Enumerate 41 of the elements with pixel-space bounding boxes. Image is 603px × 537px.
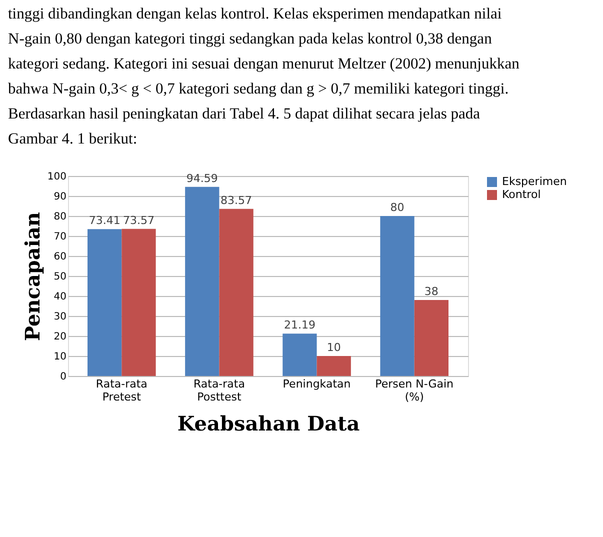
y-tick-label: 20 — [54, 332, 66, 342]
data-label: 73.41 — [88, 214, 120, 228]
text: Gambar 4. 1 berikut: — [8, 130, 138, 148]
y-tick-label: 90 — [54, 192, 66, 202]
text: kategori sedang. Kategori ini sesuai dengan menurut Meltzer (2002) menunjukkan — [8, 56, 520, 72]
x-tick-label: Persen N-Gain (%) — [375, 378, 454, 404]
legend-label: Eksperimen — [502, 175, 567, 188]
text: N-gain 0,80 dengan kategori tinggi sedangkan pada kelas kontrol 0,38 dengan — [8, 30, 492, 48]
y-axis-title: Pencapaian — [20, 212, 44, 341]
legend-label: Kontrol — [502, 188, 541, 201]
text: tinggi dibandingkan dengan kelas kontrol. Kelas eksperimen mendapatkan nilai — [8, 6, 502, 22]
bar — [122, 228, 156, 376]
x-tick-label: Rata-rata Pretest — [96, 378, 148, 404]
x-tick-label: Peningkatan — [282, 378, 351, 390]
bar — [414, 300, 448, 376]
bar — [316, 356, 351, 376]
y-tick-label: 80 — [54, 212, 66, 222]
y-tick-label: 10 — [54, 352, 66, 362]
x-axis-title: Keabsahan Data — [177, 412, 360, 436]
text: Berdasarkan hasil peningkatan dari Tabel 4. 5 dapat dilihat secara jelas pada — [8, 106, 480, 122]
data-label: 94.59 — [186, 172, 218, 185]
text: bahwa N-gain 0,3< g < 0,7 kategori sedang dan g > 0,7 memiliki kategori tinggi. — [8, 80, 509, 98]
y-tick-label: 30 — [54, 312, 66, 322]
y-tick-label: 60 — [54, 252, 66, 262]
bar — [380, 216, 414, 376]
y-tick-label: 40 — [54, 292, 66, 302]
bar — [219, 208, 254, 376]
bar — [88, 229, 122, 376]
data-label: 21.19 — [284, 318, 316, 332]
data-label: 80 — [390, 201, 404, 214]
bar — [282, 334, 317, 376]
y-tick-label: 70 — [54, 232, 66, 242]
data-label: 83.57 — [220, 194, 252, 207]
data-label: 38 — [424, 285, 438, 298]
bar — [185, 186, 220, 376]
y-tick-label: 100 — [47, 172, 66, 182]
y-tick-label: 0 — [60, 372, 66, 382]
data-label: 10 — [326, 341, 341, 354]
x-tick-label: Rata-rata Posttest — [193, 378, 245, 404]
y-tick-label: 50 — [54, 272, 66, 282]
data-label: 73.57 — [122, 214, 154, 227]
